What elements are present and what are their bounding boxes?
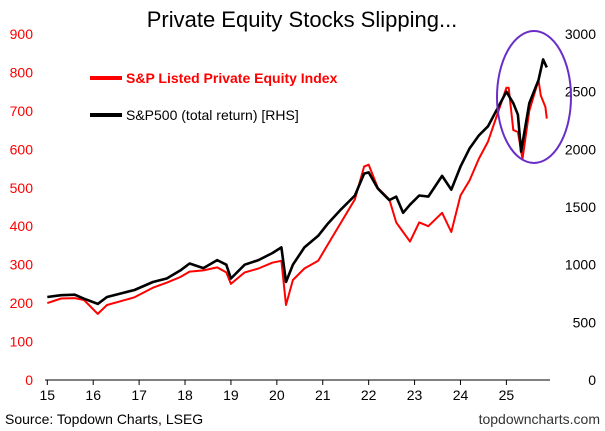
legend-label-sp500: S&P500 (total return) [RHS] <box>126 107 299 123</box>
x-tick-label: 25 <box>499 387 515 403</box>
x-tick-label: 20 <box>269 387 285 403</box>
right-tick-label: 0 <box>588 372 596 388</box>
source-note: Source: Topdown Charts, LSEG <box>5 411 203 427</box>
left-tick-label: 0 <box>25 372 33 388</box>
x-tick-label: 19 <box>223 387 239 403</box>
left-tick-label: 900 <box>10 26 34 42</box>
series-group <box>46 58 548 315</box>
sp500-line <box>47 58 548 306</box>
brand-label: topdowncharts.com <box>479 411 600 427</box>
right-axis: 0 500 1000 1500 2000 2500 3000 <box>565 26 596 388</box>
x-tick-label: 23 <box>407 387 423 403</box>
x-tick-label: 16 <box>85 387 101 403</box>
x-tick-label: 17 <box>131 387 147 403</box>
left-tick-label: 100 <box>10 334 34 350</box>
right-tick-label: 2500 <box>565 84 596 100</box>
pe-index-line <box>46 79 548 315</box>
highlight-ellipse <box>496 30 572 164</box>
x-tick-label: 21 <box>315 387 331 403</box>
left-tick-label: 200 <box>10 295 34 311</box>
right-tick-label: 2000 <box>565 141 596 157</box>
x-tick-label: 15 <box>40 387 56 403</box>
left-tick-label: 500 <box>10 180 34 196</box>
legend-label-pe: S&P Listed Private Equity Index <box>126 70 338 86</box>
right-tick-label: 1000 <box>565 257 596 273</box>
chart-title: Private Equity Stocks Slipping... <box>147 7 458 32</box>
left-tick-label: 300 <box>10 257 34 273</box>
left-tick-label: 800 <box>10 64 34 80</box>
right-tick-label: 500 <box>573 314 597 330</box>
x-axis: 15 16 17 18 19 20 21 22 23 24 25 <box>40 379 550 403</box>
left-tick-label: 600 <box>10 141 34 157</box>
x-tick-label: 22 <box>361 387 377 403</box>
x-tick-label: 24 <box>453 387 469 403</box>
left-tick-label: 400 <box>10 218 34 234</box>
right-tick-label: 1500 <box>565 199 596 215</box>
left-axis: 0 100 200 300 400 500 600 700 800 900 <box>10 26 34 388</box>
right-tick-label: 3000 <box>565 26 596 42</box>
legend: S&P Listed Private Equity Index S&P500 (… <box>90 70 338 123</box>
left-tick-label: 700 <box>10 103 34 119</box>
x-tick-label: 18 <box>177 387 193 403</box>
